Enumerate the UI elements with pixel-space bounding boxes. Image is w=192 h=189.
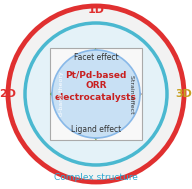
Text: 1D: 1D <box>88 5 104 15</box>
Text: 3D: 3D <box>175 89 192 99</box>
Polygon shape <box>50 48 142 94</box>
Text: Strain effect: Strain effect <box>128 75 133 113</box>
Text: ORR: ORR <box>85 81 107 91</box>
Polygon shape <box>50 48 142 140</box>
Polygon shape <box>50 94 142 140</box>
Text: Ligand effect: Ligand effect <box>71 125 121 133</box>
Circle shape <box>25 23 167 165</box>
Polygon shape <box>96 48 142 140</box>
Circle shape <box>8 6 184 182</box>
Text: d-band theory: d-band theory <box>59 72 64 116</box>
Polygon shape <box>50 48 96 140</box>
Text: 2D: 2D <box>0 89 17 99</box>
Ellipse shape <box>52 50 140 138</box>
Text: electrocatalysts: electrocatalysts <box>55 92 137 101</box>
Text: Facet effect: Facet effect <box>74 53 118 63</box>
Text: Complex structure: Complex structure <box>54 174 138 183</box>
Text: Pt/Pd-based: Pt/Pd-based <box>65 70 127 80</box>
